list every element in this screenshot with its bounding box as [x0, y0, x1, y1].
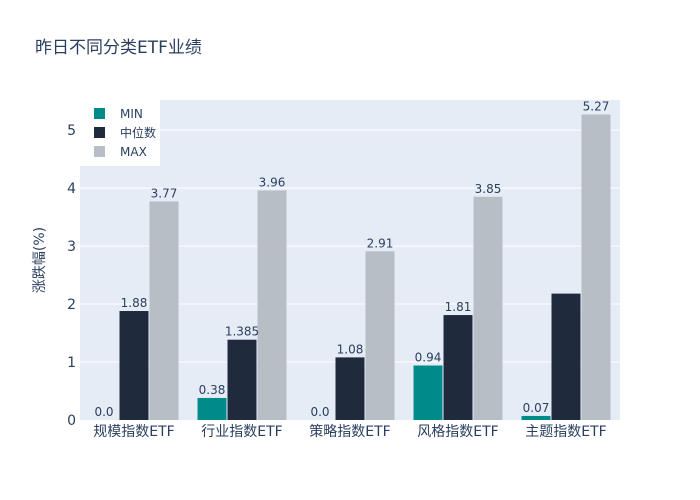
chart-title: 昨日不同分类ETF业绩 — [35, 38, 202, 58]
bar — [197, 397, 227, 420]
y-tick-label: 3 — [67, 239, 76, 255]
data-label: 3.77 — [151, 186, 178, 200]
y-tick-label: 1 — [67, 355, 76, 371]
y-tick-label: 4 — [67, 181, 76, 197]
x-tick-label: 策略指数ETF — [309, 423, 390, 440]
data-label: 0.38 — [199, 383, 226, 397]
bar — [119, 311, 149, 420]
y-tick-label: 5 — [67, 123, 76, 139]
bar — [521, 415, 551, 420]
y-tick-label: 2 — [67, 297, 76, 313]
bar — [227, 339, 257, 420]
data-label: 1.88 — [121, 296, 148, 310]
y-axis-ticks: 0 1 2 3 4 5 — [67, 123, 76, 429]
legend-background — [80, 100, 160, 166]
data-label: 1.08 — [337, 342, 364, 356]
data-label: 0.0 — [310, 405, 329, 419]
y-tick-label: 0 — [67, 413, 76, 429]
bar — [413, 365, 443, 420]
x-tick-label: 行业指数ETF — [201, 424, 282, 440]
data-label: 5.27 — [583, 99, 610, 113]
x-tick-label: 主题指数ETF — [525, 424, 606, 440]
bar — [443, 315, 473, 420]
bar — [365, 251, 395, 420]
legend-swatch[interactable] — [94, 146, 105, 157]
bar — [473, 196, 503, 420]
legend-label[interactable]: MAX — [120, 145, 147, 159]
data-label: 1.81 — [445, 300, 472, 314]
data-label: 2.91 — [367, 236, 394, 250]
bar — [149, 201, 179, 420]
data-labels: 0.0 1.88 3.77 0.38 1.385 3.96 0.0 1.08 2.91 0.94 1… — [94, 99, 609, 419]
data-label: 1.385 — [225, 325, 259, 339]
data-label: 3.85 — [475, 182, 502, 196]
x-tick-label: 风格指数ETF — [417, 424, 498, 440]
bar — [551, 293, 581, 420]
data-label: 0.07 — [523, 401, 550, 415]
data-label: 3.96 — [259, 175, 286, 189]
x-tick-label: 规模指数ETF — [93, 424, 174, 440]
legend-swatch[interactable] — [94, 127, 105, 138]
y-axis-label: 涨跌幅(%) — [32, 227, 48, 293]
bar — [581, 114, 611, 421]
legend-swatch[interactable] — [94, 108, 105, 119]
bar — [335, 357, 365, 420]
legend-label[interactable]: 中位数 — [120, 125, 156, 140]
legend[interactable]: MIN 中位数 MAX — [80, 100, 160, 166]
x-axis-ticks: 规模指数ETF 行业指数ETF 策略指数ETF 风格指数ETF 主题指数ETF — [93, 423, 606, 440]
legend-label[interactable]: MIN — [120, 107, 143, 121]
bars — [119, 114, 611, 421]
data-label: 0.94 — [415, 351, 442, 365]
bar — [257, 190, 287, 420]
data-label: 0.0 — [94, 405, 113, 419]
